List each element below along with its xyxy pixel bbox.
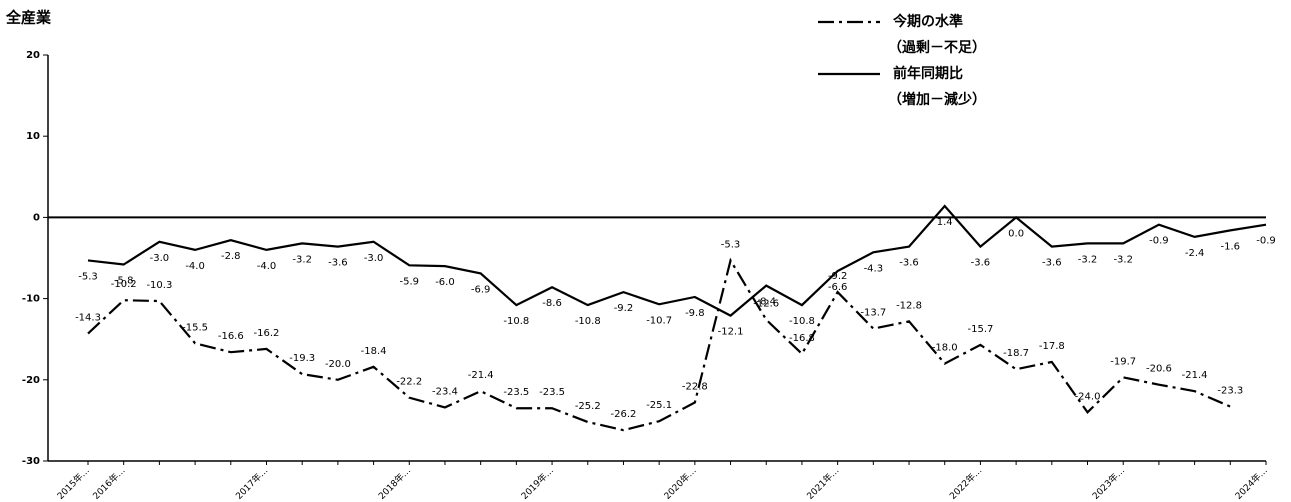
series-line [87, 257, 1231, 432]
data-label: -9.2 [614, 303, 634, 314]
data-label: -10.2 [111, 279, 137, 290]
legend-label: （増加－減少） [888, 91, 986, 108]
data-label: -3.2 [1113, 254, 1133, 265]
data-label: -13.7 [860, 308, 886, 319]
data-label: -23.5 [539, 387, 565, 398]
data-label: -20.6 [1146, 364, 1172, 375]
chart-title: 全産業 [5, 9, 52, 27]
data-label: -0.9 [1149, 236, 1169, 247]
data-label: -19.3 [289, 353, 315, 364]
data-label: 1.4 [937, 217, 953, 228]
data-label: -10.8 [789, 316, 815, 327]
data-label: -12.1 [718, 327, 744, 338]
data-label: -3.6 [1042, 258, 1062, 269]
data-label: -9.8 [685, 308, 705, 319]
data-label: -15.5 [182, 322, 208, 333]
y-tick-label: 0 [33, 212, 40, 223]
data-label: -4.3 [864, 263, 884, 274]
data-label: -26.2 [611, 409, 637, 420]
y-tick-label: 20 [26, 50, 40, 61]
data-label: -25.1 [646, 400, 672, 411]
data-label: -2.8 [221, 251, 241, 262]
data-label: -16.8 [789, 333, 815, 344]
data-label: -10.7 [646, 315, 672, 326]
data-label: -6.9 [471, 284, 491, 295]
data-label: -5.8 [114, 275, 134, 286]
data-label: 0.0 [1008, 228, 1024, 239]
data-label: -16.6 [218, 331, 244, 342]
data-label: -15.7 [967, 324, 993, 335]
data-label: -22.2 [396, 377, 422, 388]
x-tick-label: 2017年… [233, 464, 270, 501]
data-label: -12.6 [753, 299, 779, 310]
data-label: -3.6 [899, 258, 919, 269]
x-tick-label: 2019年… [519, 464, 556, 501]
data-label: -23.4 [432, 386, 458, 397]
x-tick-label: 2018年… [376, 464, 413, 501]
y-tick-label: 10 [26, 131, 40, 142]
x-tick-label: 2023年… [1090, 464, 1127, 501]
data-label: -8.4 [756, 297, 776, 308]
data-label: -16.2 [254, 328, 280, 339]
data-label: -12.8 [896, 300, 922, 311]
data-label: -2.4 [1185, 248, 1205, 259]
data-label: -22.8 [682, 382, 708, 393]
data-label: -10.3 [146, 280, 172, 291]
data-label: -6.6 [828, 282, 848, 293]
data-label: -14.3 [75, 313, 101, 324]
data-label: -3.6 [971, 258, 991, 269]
data-label: -3.0 [150, 253, 170, 264]
data-label: -18.7 [1003, 348, 1029, 359]
data-label: -5.9 [400, 276, 420, 287]
data-label: -4.0 [185, 261, 205, 272]
y-tick-label: -20 [22, 375, 40, 386]
data-label: -25.2 [575, 401, 601, 412]
data-label: -0.9 [1256, 236, 1276, 247]
data-label: -3.2 [1078, 254, 1098, 265]
data-label: -20.0 [325, 359, 351, 370]
legend-label: 前年同期比 [893, 65, 963, 82]
data-label: -8.6 [542, 298, 562, 309]
data-label: -24.0 [1075, 391, 1101, 402]
data-label: -5.3 [721, 239, 741, 250]
y-tick-label: -30 [22, 456, 40, 467]
data-label: -23.3 [1217, 386, 1243, 397]
data-label: -18.0 [932, 343, 958, 354]
legend-label: （過剰－不足） [888, 39, 986, 56]
x-tick-label: 2020年… [661, 464, 698, 501]
data-label: -19.7 [1110, 356, 1136, 367]
x-tick-label: 2015年… [54, 464, 91, 501]
data-label: -5.3 [78, 271, 98, 282]
data-label: -23.5 [503, 387, 529, 398]
data-label: -10.8 [503, 316, 529, 327]
x-tick-label: 2021年… [804, 464, 841, 501]
y-tick-label: -10 [22, 294, 40, 305]
legend-label: 今期の水準 [892, 13, 963, 30]
data-label: -17.8 [1039, 341, 1065, 352]
data-label: -3.6 [328, 258, 348, 269]
x-tick-label: 2024年… [1232, 464, 1269, 501]
data-label: -1.6 [1221, 241, 1241, 252]
data-label: -10.8 [575, 316, 601, 327]
data-label: -3.2 [292, 254, 312, 265]
data-label: -3.0 [364, 253, 384, 264]
data-label: -9.2 [828, 271, 848, 282]
x-tick-label: 2022年… [947, 464, 984, 501]
data-label: -21.4 [1182, 370, 1208, 381]
data-label: -21.4 [468, 370, 494, 381]
data-label: -18.4 [361, 346, 387, 357]
data-label: -4.0 [257, 261, 277, 272]
x-tick-label: 2016年… [90, 464, 127, 501]
data-label: -6.0 [435, 277, 455, 288]
series-line [87, 204, 1267, 317]
